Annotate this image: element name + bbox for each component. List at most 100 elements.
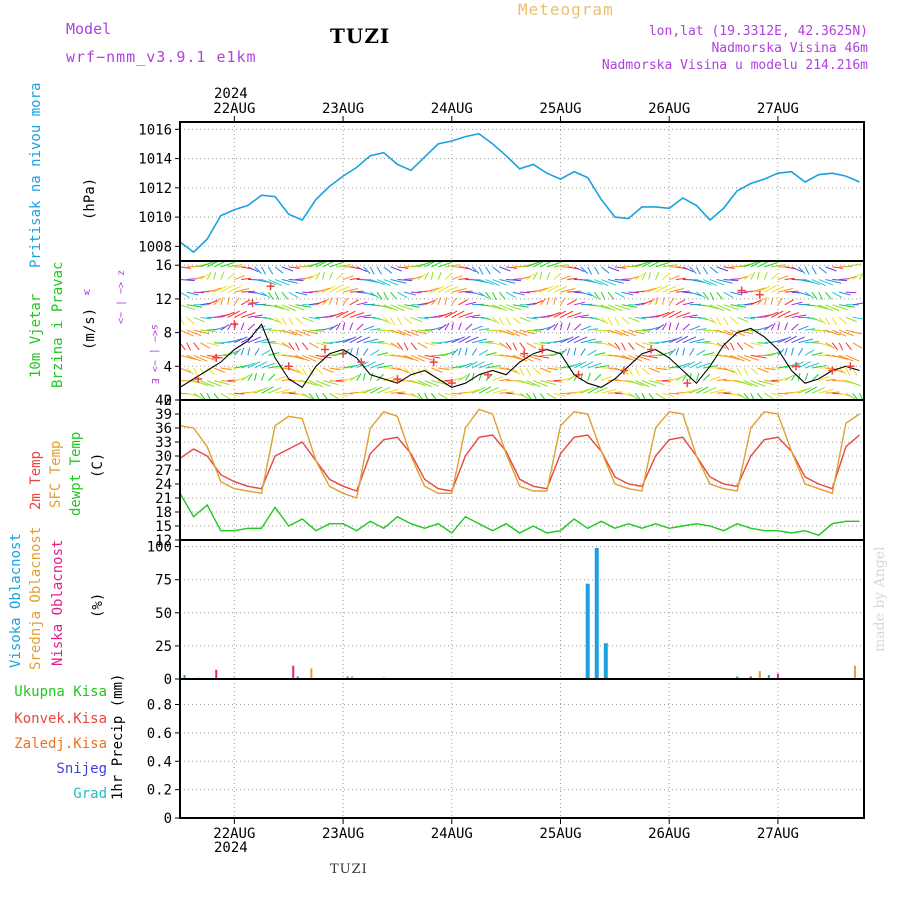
wind-arrow-585 xyxy=(539,367,552,373)
wind-arrow-1073 xyxy=(838,317,848,325)
wind-arrow-446 xyxy=(451,310,465,318)
wind-arrow-1012 xyxy=(804,386,818,394)
wind-arrow-926 xyxy=(750,367,759,375)
wind-arrow-905 xyxy=(736,354,752,362)
wind-arrow-698 xyxy=(607,329,624,336)
wind-arrow-506 xyxy=(492,388,508,394)
wind-arrow-874 xyxy=(716,329,732,336)
wind-arrow-152 xyxy=(268,279,283,287)
wind-arrow-36 xyxy=(200,354,216,361)
day-label-bottom-5: 27AUG xyxy=(757,826,799,842)
wind-arrow-1055 xyxy=(825,266,837,272)
wind-arrow-2 xyxy=(179,367,191,373)
precip-frz-label: Zaledj.Kisa xyxy=(14,736,107,752)
wind-arrow-805 xyxy=(675,362,691,369)
wind-arrow-1075 xyxy=(838,291,851,296)
wind-arrow-610 xyxy=(553,322,559,331)
wind-arrow-52 xyxy=(207,287,222,293)
wind-arrow-539 xyxy=(512,392,525,397)
wind-arrow-236 xyxy=(322,326,334,331)
wind-arrow-420 xyxy=(438,367,450,371)
wind-arrow-614 xyxy=(553,273,562,280)
wind-gust-point-14 xyxy=(538,345,547,354)
wind-arrow-516 xyxy=(492,266,501,274)
wind-arrow-310 xyxy=(370,362,385,369)
wind-arrow-800 xyxy=(669,288,685,293)
wind-arrow-380 xyxy=(410,316,423,323)
wind-arrow-242 xyxy=(329,392,339,400)
wind-arrow-768 xyxy=(648,271,651,280)
wind-gust-point-16 xyxy=(619,366,628,375)
day-label-bottom-0: 22AUG xyxy=(213,826,255,842)
wind-arrow-814 xyxy=(682,388,698,394)
wind-arrow-92 xyxy=(234,336,248,344)
wind-arrow-994 xyxy=(791,336,805,344)
wind-arrow-594 xyxy=(546,392,557,400)
wind-arrow-484 xyxy=(478,386,492,394)
elevation-label: Nadmorska Visina 46m xyxy=(711,41,868,56)
wind-arrow-1004 xyxy=(797,348,804,356)
wind-arrow-1084 xyxy=(845,316,858,323)
wind-arrow-659 xyxy=(580,266,588,274)
cloud-bar-low-1 xyxy=(292,665,295,679)
wind-arrow-356 xyxy=(397,342,404,351)
wind-arrow-735 xyxy=(628,275,640,281)
wind-arrow-653 xyxy=(580,338,596,344)
wind-arrow-962 xyxy=(770,322,776,331)
wind-arrow-890 xyxy=(723,266,735,269)
wind-arrow-216 xyxy=(309,302,320,306)
wind-arrow-357 xyxy=(397,329,412,337)
wind-arrow-359 xyxy=(397,304,413,311)
wind-gust-point-2 xyxy=(230,320,239,329)
wind-arrow-165 xyxy=(281,391,297,394)
wind-arrow-455 xyxy=(458,335,471,344)
wind-arrow-688 xyxy=(600,317,609,325)
wind-arrow-813 xyxy=(675,266,688,270)
wind-arrow-556 xyxy=(519,316,531,323)
cloud-bar-high-5 xyxy=(594,547,599,679)
wind-arrow-1042 xyxy=(818,291,823,300)
wind-arrow-96 xyxy=(234,288,250,293)
wind-arrow-399 xyxy=(424,354,441,359)
wind-arrow-162 xyxy=(274,291,280,300)
wind-arrow-787 xyxy=(662,310,675,318)
wind-arrow-763 xyxy=(648,342,659,344)
wind-arrow-38 xyxy=(200,329,216,332)
wind-arrow-46 xyxy=(206,367,215,375)
wind-arrow-170 xyxy=(281,329,297,336)
wind-arrow-948 xyxy=(764,367,776,371)
wind-arrow-889 xyxy=(723,279,739,282)
ytick-label-cloud-4: 100 xyxy=(147,540,172,556)
wind-arrow-88 xyxy=(234,392,245,395)
wind-arrow-527 xyxy=(499,266,511,272)
wind-arrow-219 xyxy=(308,261,323,268)
wind-arrow-121 xyxy=(254,386,268,394)
wind-arrow-793 xyxy=(669,377,681,382)
wind-arrow-443 xyxy=(451,348,459,356)
wind-arrow-247 xyxy=(329,324,339,331)
wind-arrow-273 xyxy=(342,275,354,281)
wind-arrow-777 xyxy=(655,297,659,305)
wind-arrow-544 xyxy=(512,329,528,337)
wind-arrow-657 xyxy=(580,291,593,297)
wind-arrow-363 xyxy=(404,392,416,397)
day-label-bottom-1: 23AUG xyxy=(322,826,364,842)
wind-arrow-311 xyxy=(369,349,380,356)
wind-arrow-961 xyxy=(771,338,786,344)
wind-arrow-13 xyxy=(186,367,195,375)
wind-arrow-355 xyxy=(397,354,414,360)
wind-arrow-1096 xyxy=(859,272,864,280)
wind-arrow-362 xyxy=(397,266,409,269)
wind-arrow-576 xyxy=(533,342,546,347)
wind-arrow-444 xyxy=(451,336,465,344)
wind-arrow-742 xyxy=(635,329,651,332)
wind-arrow-514 xyxy=(492,291,497,300)
wind-arrow-1054 xyxy=(825,279,842,284)
wind-arrow-534 xyxy=(505,317,511,326)
wind-arrow-313 xyxy=(370,328,381,331)
wind-arrow-338 xyxy=(383,291,389,300)
wind-arrow-719 xyxy=(621,342,626,351)
wind-arrow-175 xyxy=(281,266,294,272)
wind-arrow-501 xyxy=(485,316,497,323)
wind-arrow-1014 xyxy=(804,362,820,369)
